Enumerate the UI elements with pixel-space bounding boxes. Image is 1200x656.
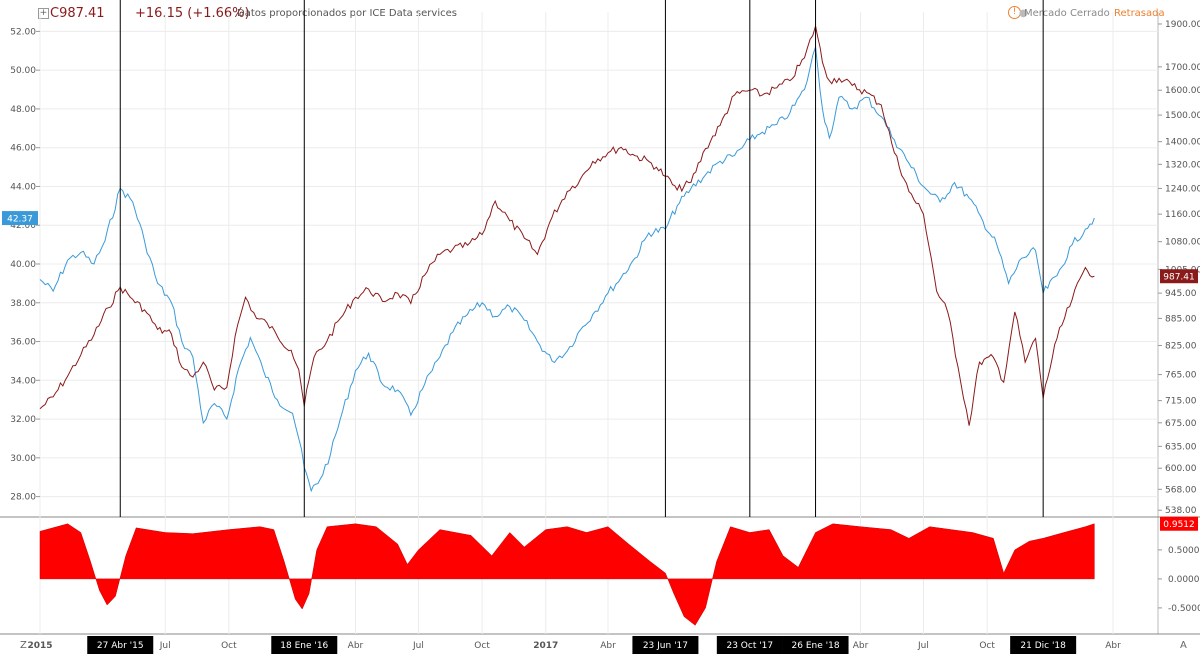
x-tick-label: Abr [1105, 641, 1121, 651]
event-marker-box [1010, 636, 1077, 654]
gridlines [0, 12, 1200, 635]
event-marker-label: 23 Oct '17 [726, 641, 773, 651]
right-tick-label: 538.00 [1165, 506, 1197, 516]
event-marker-label: 27 Abr '15 [97, 641, 144, 651]
left-tick-label: 34.00 [10, 376, 36, 386]
x-tick-label: Oct [221, 641, 237, 651]
blue-series-line [39, 46, 1095, 493]
data-source: Datos proporcionados por ICE Data servic… [237, 8, 457, 19]
corr-tick-label: 0.0000 [1168, 575, 1200, 585]
x-axis: 2015 Jul Oct Abr Jul Oct 2017 Abr Abr Jul Oct Abr [27, 641, 1121, 651]
left-tick-label: 28.00 [10, 493, 36, 503]
right-tick-label: 568.00 [1165, 485, 1197, 495]
status-dot-icon: ● [1019, 8, 1028, 19]
left-tick-label: 42.00 [10, 221, 36, 231]
right-tick-label: 675.00 [1165, 419, 1197, 429]
left-tick-label: 38.00 [10, 299, 36, 309]
x-tick-label: Oct [979, 641, 995, 651]
right-tick-label: 1700.00 [1165, 63, 1200, 73]
auto-scale-button[interactable]: A [1180, 640, 1187, 651]
right-tick-label: 1160.00 [1165, 210, 1200, 220]
event-marker-box [716, 636, 783, 654]
red-last-value-box [1160, 269, 1198, 284]
market-status: Mercado Cerrado [1024, 8, 1110, 19]
x-tick-label: Abr [600, 641, 616, 651]
warning-icon[interactable]: ! [1008, 6, 1021, 19]
right-tick-label: 1500.00 [1165, 111, 1200, 121]
event-marker-label: 23 Jun '17 [643, 641, 688, 651]
event-marker-box [87, 636, 154, 654]
chart-header: + C987.41 +16.15 (+1.66%) Datos proporci… [0, 4, 1200, 24]
left-tick-label: 46.00 [10, 144, 36, 154]
event-marker-box [632, 636, 699, 654]
left-tick-label: 44.00 [10, 182, 36, 192]
right-tick-label: 885.00 [1165, 314, 1197, 324]
right-tick-label: 1080.00 [1165, 238, 1200, 248]
price-change: +16.15 (+1.66%) [135, 6, 250, 21]
event-marker-label: 26 Ene '18 [792, 641, 840, 651]
right-tick-label: 825.00 [1165, 341, 1197, 351]
blue-last-value-label: 42.37 [7, 215, 33, 225]
left-tick-label: 30.00 [10, 454, 36, 464]
corr-last-value-box [1160, 516, 1198, 531]
right-tick-label: 945.00 [1165, 289, 1197, 299]
right-tick-label: 1240.00 [1165, 184, 1200, 194]
symbol-price: C987.41 [50, 6, 105, 21]
corr-tick-label: 0.5000 [1168, 546, 1200, 556]
right-tick-label: 1400.00 [1165, 138, 1200, 148]
right-tick-label: 1900.00 [1165, 20, 1200, 30]
event-marker-label: 18 Ene '16 [280, 641, 328, 651]
zoom-corner-button[interactable]: Z [20, 640, 27, 651]
value-badges: 42.37 987.41 0.9512 [2, 211, 1198, 531]
right-tick-label: 635.00 [1165, 442, 1197, 452]
x-tick-label: Jul [412, 641, 424, 651]
left-tick-label: 52.00 [10, 27, 36, 37]
event-marker-box [782, 636, 849, 654]
x-tick-label: Jul [159, 641, 171, 651]
expand-plus-icon[interactable]: + [38, 8, 49, 19]
corr-tick-label: -0.5000 [1168, 604, 1200, 614]
red-series-line [39, 25, 1095, 426]
left-tick-label: 50.00 [10, 66, 36, 76]
correlation-panel [39, 523, 1095, 626]
x-tick-label: Abr [853, 641, 869, 651]
red-last-value-label: 987.41 [1163, 273, 1195, 283]
left-tick-label: 48.00 [10, 105, 36, 115]
right-tick-label: 1320.00 [1165, 160, 1200, 170]
blue-last-value-box [2, 211, 38, 226]
left-tick-label: 36.00 [10, 338, 36, 348]
x-tick-label: 2015 [27, 641, 52, 651]
right-tick-label: 1600.00 [1165, 86, 1200, 96]
left-axis: 28.00 30.00 32.00 34.00 36.00 38.00 40.00 42.00… [10, 27, 40, 503]
series-layer [39, 25, 1095, 493]
event-marker-label: 21 Dic '18 [1020, 641, 1066, 651]
x-tick-label: Jul [917, 641, 929, 651]
event-marker-box [271, 636, 338, 654]
right-tick-label: 600.00 [1165, 464, 1197, 474]
x-tick-label: 2017 [533, 641, 558, 651]
right-tick-label: 765.00 [1165, 371, 1197, 381]
x-tick-label: Abr [348, 641, 364, 651]
event-markers: 27 Abr '15 18 Ene '16 23 Jun '17 23 Oct '17… [87, 0, 1077, 654]
correlation-area [39, 523, 1095, 626]
delay-status[interactable]: Retrasada [1114, 8, 1165, 19]
corr-last-value-label: 0.9512 [1163, 520, 1195, 530]
right-tick-label: 715.00 [1165, 397, 1197, 407]
left-tick-label: 40.00 [10, 260, 36, 270]
left-tick-label: 32.00 [10, 415, 36, 425]
x-tick-label: Oct [474, 641, 490, 651]
